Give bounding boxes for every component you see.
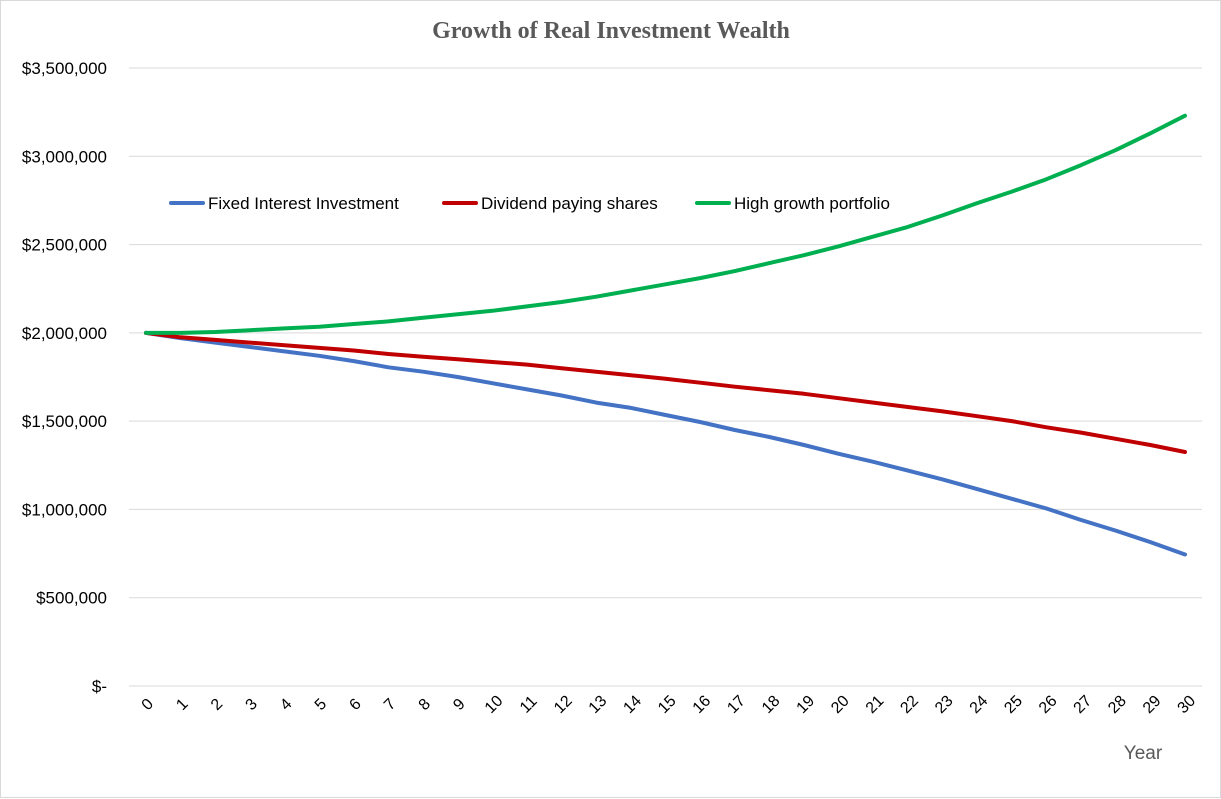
gridlines bbox=[129, 67, 1202, 687]
x-tick-label: 21 bbox=[863, 692, 888, 717]
x-tick-label: 5 bbox=[312, 696, 330, 714]
y-tick-label: $1,000,000 bbox=[22, 500, 107, 519]
series-line-1 bbox=[144, 330, 1187, 454]
x-tick-label: 29 bbox=[1140, 692, 1165, 717]
x-tick-label: 2 bbox=[208, 696, 226, 714]
x-tick-label: 8 bbox=[416, 696, 434, 714]
legend-label-2: High growth portfolio bbox=[734, 194, 890, 213]
x-tick-label: 18 bbox=[759, 692, 784, 717]
x-tick-label: 25 bbox=[1001, 692, 1026, 717]
x-tick-label: 19 bbox=[794, 692, 819, 717]
x-tick-label: 22 bbox=[897, 692, 922, 717]
legend-label-1: Dividend paying shares bbox=[481, 194, 658, 213]
x-tick-label: 20 bbox=[828, 692, 853, 717]
x-tick-label: 10 bbox=[482, 692, 507, 717]
x-tick-label: 27 bbox=[1071, 692, 1096, 717]
x-tick-label: 15 bbox=[655, 692, 680, 717]
x-tick-label: 0 bbox=[139, 696, 157, 714]
y-tick-label: $2,500,000 bbox=[22, 236, 107, 255]
x-tick-label: 24 bbox=[967, 692, 992, 717]
x-tick-label: 14 bbox=[620, 692, 645, 717]
x-tick-label: 6 bbox=[346, 696, 364, 714]
x-tick-label: 11 bbox=[517, 693, 541, 717]
y-tick-label: $500,000 bbox=[36, 589, 107, 608]
x-tick-label: 3 bbox=[243, 696, 261, 714]
x-axis-label: Year bbox=[1124, 743, 1163, 764]
x-tick-label: 9 bbox=[450, 696, 468, 714]
x-tick-label: 1 bbox=[173, 696, 191, 714]
x-tick-label: 16 bbox=[690, 692, 715, 717]
x-tick-label: 7 bbox=[381, 696, 399, 714]
y-tick-label: $- bbox=[92, 677, 107, 696]
series-lines bbox=[144, 113, 1187, 557]
x-tick-label: 26 bbox=[1036, 692, 1061, 717]
x-tick-label: 4 bbox=[277, 696, 295, 714]
chart-title: Growth of Real Investment Wealth bbox=[432, 18, 790, 44]
x-tick-label: 12 bbox=[551, 692, 576, 717]
x-tick-label: 23 bbox=[932, 692, 957, 717]
x-tick-label: 30 bbox=[1175, 692, 1200, 717]
y-tick-label: $2,000,000 bbox=[22, 324, 107, 343]
x-tick-label: 17 bbox=[724, 692, 749, 717]
x-tick-label: 13 bbox=[586, 692, 611, 717]
y-tick-label: $3,500,000 bbox=[22, 59, 107, 78]
x-tick-label: 28 bbox=[1105, 692, 1130, 717]
legend-label-0: Fixed Interest Investment bbox=[208, 194, 399, 213]
x-axis-ticks: 0 1 2 3 4 5 6 7 8 9 10 11 12 13 14 15 16 17 18 19 20 21 22 23 24… bbox=[139, 692, 1200, 717]
series-line-2 bbox=[144, 113, 1187, 335]
legend: Fixed Interest Investment Dividend paying… bbox=[169, 194, 890, 213]
series-line-0 bbox=[144, 330, 1187, 557]
y-axis-ticks: $- $500,000 $1,000,000 $1,500,000 $2,000,000… bbox=[22, 59, 107, 696]
y-tick-label: $1,500,000 bbox=[22, 412, 107, 431]
y-tick-label: $3,000,000 bbox=[22, 147, 107, 166]
